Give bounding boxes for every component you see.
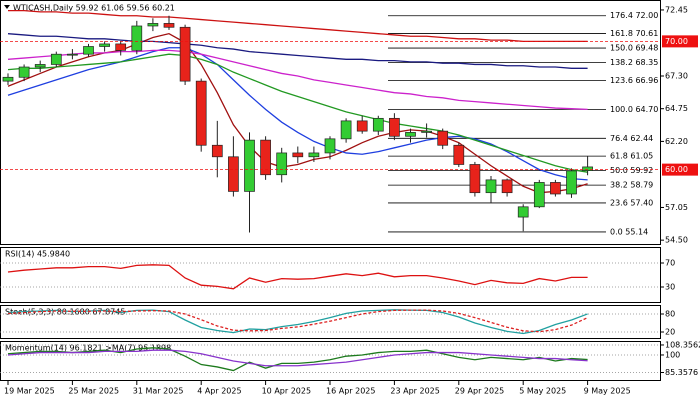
candle-body <box>34 64 46 68</box>
y-tick-label: 108.3562 <box>665 340 700 349</box>
fib-label: 38.2 58.79 <box>610 181 653 190</box>
x-tick-label: 23 Apr 2025 <box>390 387 439 396</box>
candle-body <box>517 206 529 218</box>
candle-body <box>292 152 304 158</box>
x-tick-label: 9 May 2025 <box>584 387 631 396</box>
x-tick-label: 4 Apr 2025 <box>197 387 241 396</box>
menu-arrow <box>4 5 10 9</box>
indicator-line <box>8 9 588 43</box>
fib-label: 23.6 57.40 <box>610 198 653 207</box>
fib-label: 100.0 64.70 <box>610 105 658 114</box>
candle-body <box>356 120 368 132</box>
y-tick-label: 62.20 <box>665 137 688 146</box>
y-tick-label: 100 <box>665 350 680 359</box>
y-tick-label: 30 <box>665 283 675 292</box>
candle-body <box>2 76 14 82</box>
candle-body <box>308 152 320 158</box>
fib-label: 61.8 61.05 <box>610 152 653 161</box>
price-box <box>662 35 698 48</box>
candle-body <box>147 23 159 27</box>
candle-body <box>260 139 271 176</box>
rsi-panel <box>0 247 661 303</box>
candle-body <box>67 53 78 56</box>
x-tick-label: 29 Apr 2025 <box>455 387 504 396</box>
candle-body <box>469 164 481 194</box>
x-tick-label: 25 Mar 2025 <box>68 387 119 396</box>
candle-body <box>566 170 577 195</box>
indicator-line <box>7 33 588 69</box>
indicator-line <box>7 309 588 333</box>
y-tick-label: 72.45 <box>665 5 688 14</box>
candle-body <box>83 46 94 55</box>
fib-label: 150.0 69.48 <box>610 44 658 53</box>
candle-body <box>405 132 416 137</box>
x-tick-label: 16 Apr 2025 <box>326 387 375 396</box>
candle-body <box>582 166 593 171</box>
price-box <box>662 163 698 176</box>
y-tick-label: 80 <box>665 310 675 319</box>
y-tick-label: 85.3576 <box>665 368 698 377</box>
chart-title: WTICASH,Daily 59.92 61.06 59.56 60.21 <box>13 4 175 13</box>
candle-body <box>421 130 432 133</box>
x-tick-label: 19 Mar 2025 <box>4 387 55 396</box>
fib-label: 50.0 59.92 <box>610 166 653 175</box>
indicator-line <box>7 349 588 367</box>
panel-title: Stoch(5,3,3) 80.1680 67.8745 <box>5 308 125 317</box>
candle-body <box>533 182 545 208</box>
y-tick-label: 20 <box>665 328 675 337</box>
candle-body <box>195 80 207 146</box>
candle-body <box>18 66 30 78</box>
candle-body <box>163 23 175 28</box>
y-tick-label: 70 <box>665 259 675 268</box>
x-tick-label: 5 May 2025 <box>519 387 566 396</box>
indicator-line <box>7 347 588 372</box>
candle-body <box>179 26 191 82</box>
stoch-panel <box>0 305 661 339</box>
fib-label: 0.0 55.14 <box>610 227 648 236</box>
candle-body <box>372 117 384 132</box>
panel-title: RSI(14) 45.9840 <box>5 250 70 259</box>
indicator-line <box>7 47 588 181</box>
candle-body <box>244 139 255 192</box>
candle-body <box>115 43 127 51</box>
candle-body <box>276 152 288 176</box>
candle-body <box>228 156 239 192</box>
price-box-label: 60.00 <box>665 165 688 174</box>
candle-body <box>501 179 513 194</box>
candle-body <box>99 43 110 47</box>
fib-label: 123.6 66.96 <box>610 76 658 85</box>
candle-body <box>324 138 336 154</box>
fib-label: 176.4 72.00 <box>610 11 658 20</box>
fib-label: 138.2 68.35 <box>610 58 658 67</box>
candle-body <box>340 120 352 140</box>
fib-label: 161.8 70.61 <box>610 29 658 38</box>
candle-body <box>453 144 465 165</box>
x-tick-label: 31 Mar 2025 <box>133 387 184 396</box>
momentum-panel <box>0 341 661 381</box>
candle-body <box>485 179 497 194</box>
candle-body <box>50 53 62 65</box>
candle-body <box>211 144 223 158</box>
price-box-label: 70.00 <box>665 37 688 46</box>
y-tick-label: 54.50 <box>665 236 688 245</box>
indicator-line <box>7 53 588 173</box>
indicator-line <box>7 264 588 290</box>
candle-body <box>389 117 400 137</box>
panel-title: Momentum(14) 96.1821 >MA(7) 95.1898 <box>5 344 171 353</box>
y-tick-label: 67.30 <box>665 71 688 80</box>
candle-body <box>550 182 561 195</box>
y-tick-label: 57.05 <box>665 203 688 212</box>
x-tick-label: 10 Apr 2025 <box>262 387 311 396</box>
candle-body <box>437 130 449 146</box>
fib-label: 76.4 62.44 <box>610 134 653 143</box>
candle-body <box>131 25 143 51</box>
indicator-line <box>7 49 588 110</box>
main-panel <box>0 0 661 245</box>
y-tick-label: 64.75 <box>665 104 688 113</box>
